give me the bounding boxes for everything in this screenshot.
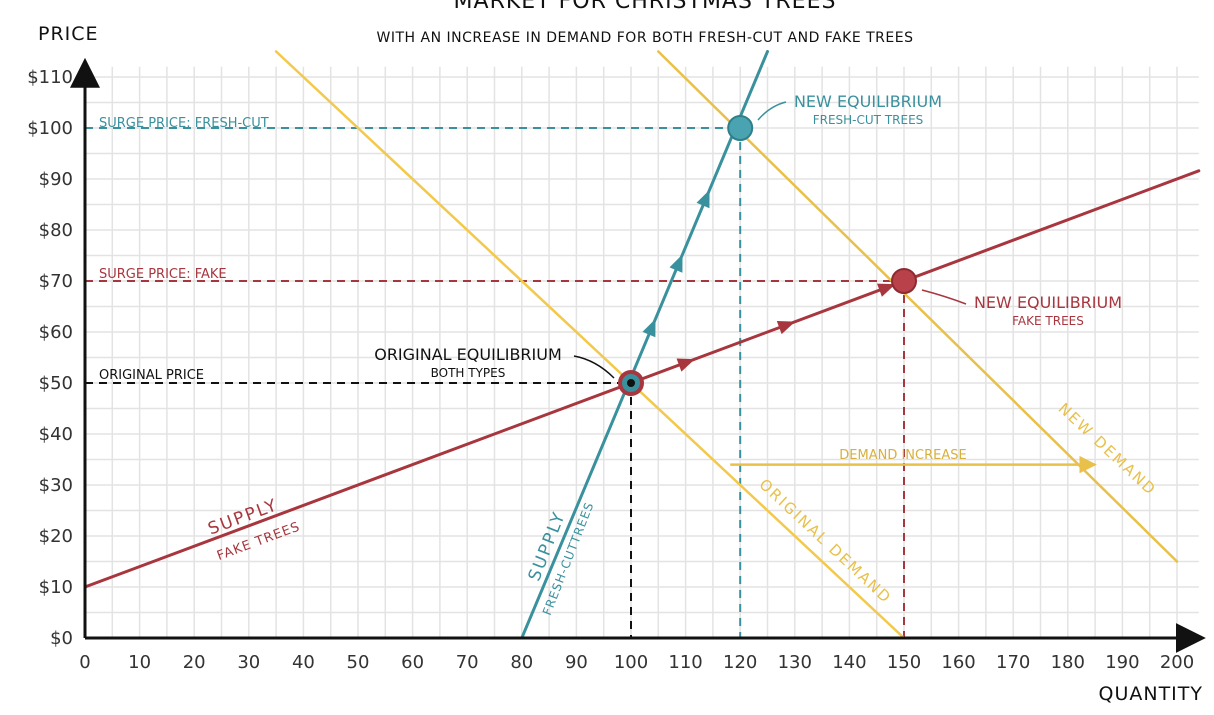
supply-fresh-direction-arrow [669,254,683,273]
supply-fresh-direction-arrow [696,189,710,209]
reference-lines [85,127,905,638]
original-equilibrium-leader [573,355,615,379]
x-tick-label: 10 [128,652,151,673]
x-tick-label: 30 [237,652,260,673]
supply-fake-direction-arrow [676,358,695,372]
x-tick-label: 140 [832,652,866,673]
tick-labels: 0 10 20 30 40 50 60 70 80 90 100 110 120 130 140 150 160… [27,67,1194,673]
x-tick-label: 80 [510,652,533,673]
x-tick-label: 90 [565,652,588,673]
y-tick-label: $20 [39,526,73,547]
supply-fresh-line [520,50,769,638]
chart-subtitle: WITH AN INCREASE IN DEMAND FOR BOTH FRES… [377,30,914,46]
x-tick-label: 100 [614,652,648,673]
original-equilibrium-center [627,379,635,387]
surge-price-fake-label: SURGE PRICE: FAKE [99,267,227,282]
y-tick-label: $100 [27,118,73,139]
x-tick-label: 50 [347,652,370,673]
x-tick-label: 180 [1051,652,1085,673]
y-tick-label: $60 [39,322,73,343]
x-tick-label: 20 [183,652,206,673]
x-tick-label: 40 [292,652,315,673]
x-tick-label: 0 [79,652,90,673]
y-tick-label: $40 [39,424,73,445]
new-equilibrium-fake-title: NEW EQUILIBRIUM [974,293,1122,312]
original-equilibrium-title: ORIGINAL EQUILIBRIUM [374,345,562,364]
x-tick-label: 190 [1105,652,1139,673]
original-equilibrium-subtitle: BOTH TYPES [431,366,506,380]
y-tick-label: $10 [39,577,73,598]
x-tick-label: 150 [887,652,921,673]
axes [70,57,1206,653]
x-axis-title: QUANTITY [1099,683,1204,705]
equilibrium-points [618,115,917,396]
new-equilibrium-fresh-title: NEW EQUILIBRIUM [794,92,942,111]
original-price-label: ORIGINAL PRICE [99,368,204,383]
y-tick-label: $30 [39,475,73,496]
demand-line [274,50,906,638]
new-equilibrium-fresh-subtitle: FRESH-CUT TREES [813,113,924,127]
supply-fake-direction-arrow [776,321,796,335]
y-tick-label: $0 [50,628,73,649]
supply-fake-direction-arrow [877,283,896,297]
x-tick-label: 60 [401,652,424,673]
y-tick-label: $50 [39,373,73,394]
surge-price-fresh-label: SURGE PRICE: FRESH-CUT [99,116,269,131]
y-tick-label: $110 [27,67,73,88]
demand-increase-label: DEMAND INCREASE [839,448,966,463]
new-equilibrium-fake-subtitle: FAKE TREES [1012,314,1084,328]
new-equilibrium-fake-point [891,268,917,294]
y-axis-title: PRICE [38,23,99,45]
x-tick-label: 160 [941,652,975,673]
new-equilibrium-fresh-point [727,115,754,141]
x-tick-label: 200 [1160,652,1194,673]
x-tick-label: 170 [996,652,1030,673]
x-tick-label: 110 [668,652,702,673]
supply-fresh-direction-arrow [642,318,656,338]
y-tick-label: $90 [39,169,73,190]
x-tick-label: 70 [456,652,479,673]
new-equilibrium-fresh-leader [757,101,787,121]
x-tick-label: 130 [778,652,812,673]
y-tick-label: $80 [39,220,73,241]
grid [85,66,1199,638]
x-tick-label: 120 [723,652,757,673]
new-equilibrium-fake-leader [921,289,967,305]
chart-title: MARKET FOR CHRISTMAS TREES [454,0,837,14]
y-tick-label: $70 [39,271,73,292]
